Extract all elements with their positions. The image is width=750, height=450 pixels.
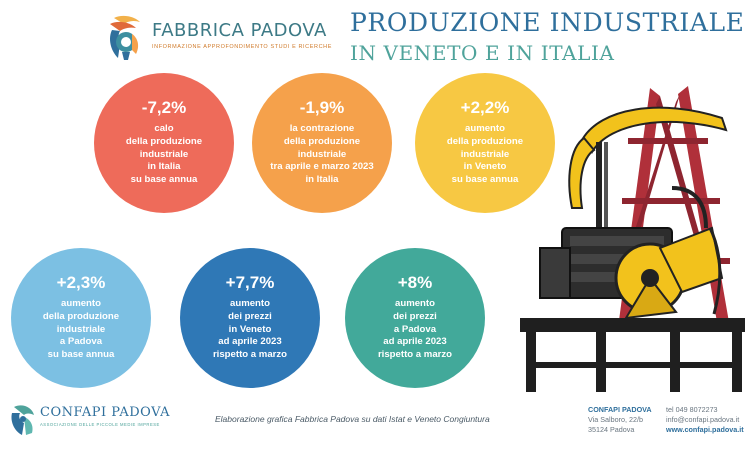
stat-line: su base annua bbox=[130, 173, 198, 185]
stat-description: aumento dei prezzi in Veneto ad aprile 2… bbox=[213, 298, 287, 361]
pump-jack-illustration-icon bbox=[520, 86, 745, 392]
address-street: Via Salboro, 22/b bbox=[588, 414, 644, 424]
stat-line: ad aprile 2023 bbox=[218, 336, 282, 348]
contact-website-link[interactable]: www.confapi.padova.it bbox=[666, 424, 744, 434]
stat-line: su base annua bbox=[451, 173, 519, 185]
stat-line: industriale bbox=[460, 148, 510, 160]
stat-line: in Italia bbox=[147, 161, 181, 173]
stat-line: aumento bbox=[465, 123, 505, 135]
stat-description: la contrazione della produzione industri… bbox=[270, 123, 373, 186]
stat-circle-veneto-prices: +7,7% aumento dei prezzi in Veneto ad ap… bbox=[180, 248, 320, 388]
stat-line: aumento bbox=[395, 298, 435, 310]
stat-line: industriale bbox=[297, 148, 347, 160]
stat-line: della produzione bbox=[42, 311, 120, 323]
brand-name: FABBRICA PADOVA bbox=[152, 20, 327, 41]
confapi-name: CONFAPI PADOVA bbox=[40, 405, 170, 420]
stat-value: -7,2% bbox=[141, 98, 187, 118]
stat-line: a Padova bbox=[59, 336, 103, 348]
stat-value: +2,3% bbox=[56, 273, 106, 293]
stat-circle-veneto-annual: +2,2% aumento della produzione industria… bbox=[415, 73, 555, 213]
stat-line: della produzione bbox=[125, 136, 203, 148]
fabbrica-padova-logo-icon bbox=[110, 15, 140, 60]
address-name: CONFAPI PADOVA bbox=[588, 405, 652, 414]
stat-circle-padova-annual: +2,3% aumento della produzione industria… bbox=[11, 248, 151, 388]
stat-line: ad aprile 2023 bbox=[383, 336, 447, 348]
stat-circle-italy-annual: -7,2% calo della produzione industriale … bbox=[94, 73, 234, 213]
stat-value: +2,2% bbox=[460, 98, 510, 118]
stat-line: calo bbox=[154, 123, 174, 135]
title-line-2: IN VENETO E IN ITALIA bbox=[350, 41, 615, 65]
stat-line: aumento bbox=[61, 298, 101, 310]
stat-line: dei prezzi bbox=[228, 311, 272, 323]
stat-line: della produzione bbox=[283, 136, 361, 148]
stat-circle-padova-prices: +8% aumento dei prezzi a Padova ad april… bbox=[345, 248, 485, 388]
stat-line: aumento bbox=[230, 298, 270, 310]
contact-block: tel 049 8072273 info@confapi.padova.it w… bbox=[666, 405, 744, 435]
stat-line: la contrazione bbox=[289, 123, 355, 135]
credit-note: Elaborazione grafica Fabbrica Padova su … bbox=[215, 414, 490, 424]
stat-description: aumento della produzione industriale in … bbox=[447, 123, 523, 186]
confapi-lion-logo-icon bbox=[11, 405, 34, 435]
address-city: 35124 Padova bbox=[588, 424, 635, 434]
stat-line: in Veneto bbox=[228, 323, 272, 335]
stat-line: dei prezzi bbox=[393, 311, 437, 323]
stat-description: calo della produzione industriale in Ita… bbox=[126, 123, 202, 186]
stat-value: +7,7% bbox=[225, 273, 275, 293]
stat-value: -1,9% bbox=[299, 98, 345, 118]
page-title: PRODUZIONE INDUSTRIALE IN VENETO E IN IT… bbox=[350, 8, 745, 65]
contact-email[interactable]: info@confapi.padova.it bbox=[666, 414, 740, 424]
stat-line: industriale bbox=[56, 323, 106, 335]
stat-line: della produzione bbox=[446, 136, 524, 148]
confapi-tagline: ASSOCIAZIONE DELLE PICCOLE MEDIE IMPRESE bbox=[40, 422, 160, 427]
title-line-1: PRODUZIONE INDUSTRIALE bbox=[350, 8, 745, 37]
stat-line: rispetto a marzo bbox=[212, 348, 288, 360]
stat-line: industriale bbox=[139, 148, 189, 160]
stat-line: su base annua bbox=[47, 348, 115, 360]
stat-value: +8% bbox=[397, 273, 433, 293]
brand: FABBRICA PADOVA INFORMAZIONE APPROFONDIM… bbox=[152, 20, 342, 50]
brand-tagline: INFORMAZIONE APPROFONDIMENTO STUDI E RIC… bbox=[152, 44, 332, 50]
stat-line: rispetto a marzo bbox=[377, 348, 453, 360]
stat-description: aumento della produzione industriale a P… bbox=[43, 298, 119, 361]
stat-line: tra aprile e marzo 2023 bbox=[270, 161, 374, 173]
stat-line: in Italia bbox=[305, 173, 339, 185]
contact-phone: tel 049 8072273 bbox=[666, 405, 718, 414]
stat-circle-italy-monthly: -1,9% la contrazione della produzione in… bbox=[252, 73, 392, 213]
stat-line: in Veneto bbox=[463, 161, 507, 173]
stat-description: aumento dei prezzi a Padova ad aprile 20… bbox=[378, 298, 452, 361]
address-block: CONFAPI PADOVA Via Salboro, 22/b 35124 P… bbox=[588, 405, 652, 435]
stat-line: a Padova bbox=[393, 323, 437, 335]
